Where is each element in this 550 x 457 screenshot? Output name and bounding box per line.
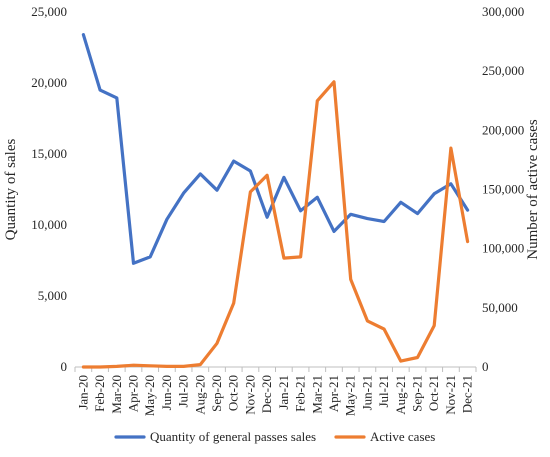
right-tick-label: 250,000 — [482, 63, 524, 78]
x-axis-ticks: Jan-20 Feb-20 Mar-20 Apr-20 May-20 Jun-20 Jul-… — [74, 367, 477, 416]
x-tick-label: Aug-21 — [393, 375, 408, 415]
left-tick-label: 10,000 — [31, 217, 67, 232]
left-axis-title: Quantity of sales — [3, 139, 19, 241]
right-tick-label: 50,000 — [482, 300, 518, 315]
x-tick-label: Jul-20 — [176, 375, 191, 408]
x-tick-label: Feb-21 — [293, 375, 308, 412]
x-tick-label: Jan-20 — [75, 375, 90, 410]
right-tick-label: 100,000 — [482, 241, 524, 256]
left-tick-label: 15,000 — [31, 146, 67, 161]
legend: Quantity of general passes sales Active c… — [114, 429, 435, 444]
series-line — [81, 80, 470, 369]
left-tick-label: 0 — [61, 359, 68, 374]
left-tick-label: 5,000 — [38, 288, 67, 303]
x-tick-label: Aug-20 — [192, 375, 207, 415]
x-tick-label: Nov-21 — [443, 375, 458, 415]
x-tick-label: Oct-20 — [226, 375, 241, 411]
x-tick-label: Apr-21 — [326, 375, 341, 412]
x-tick-label: May-20 — [142, 375, 157, 416]
x-tick-label: Feb-20 — [92, 375, 107, 412]
x-tick-label: Jun-20 — [159, 375, 174, 410]
legend-label: Active cases — [370, 429, 435, 444]
x-tick-label: Sep-20 — [209, 375, 224, 412]
right-tick-label: 200,000 — [482, 122, 524, 137]
left-tick-label: 20,000 — [31, 75, 67, 90]
x-tick-label: Jul-21 — [376, 375, 391, 408]
right-tick-label: 150,000 — [482, 182, 524, 197]
x-tick-label: Mar-21 — [309, 375, 324, 414]
x-tick-label: Apr-20 — [125, 375, 140, 412]
x-tick-label: Oct-21 — [426, 375, 441, 411]
x-tick-label: May-21 — [343, 375, 358, 416]
series-lines — [81, 33, 470, 369]
x-tick-label: Dec-21 — [460, 375, 475, 413]
left-tick-label: 25,000 — [31, 4, 67, 19]
x-tick-label: Nov-20 — [242, 375, 257, 415]
series-line — [81, 33, 470, 265]
x-tick-label: Jun-21 — [359, 375, 374, 410]
x-tick-label: Jan-21 — [276, 375, 291, 410]
left-axis-ticks: 0 5,000 10,000 15,000 20,000 25,000 — [31, 4, 67, 374]
right-axis-ticks: 0 50,000 100,000 150,000 200,000 250,000 300,0… — [482, 4, 524, 374]
x-tick-label: Dec-20 — [259, 375, 274, 413]
x-tick-label: Mar-20 — [109, 375, 124, 414]
legend-label: Quantity of general passes sales — [150, 429, 316, 444]
right-tick-label: 300,000 — [482, 4, 524, 19]
right-tick-label: 0 — [482, 359, 489, 374]
right-axis-title: Number of active cases — [525, 119, 541, 260]
x-tick-label: Sep-21 — [410, 375, 425, 412]
